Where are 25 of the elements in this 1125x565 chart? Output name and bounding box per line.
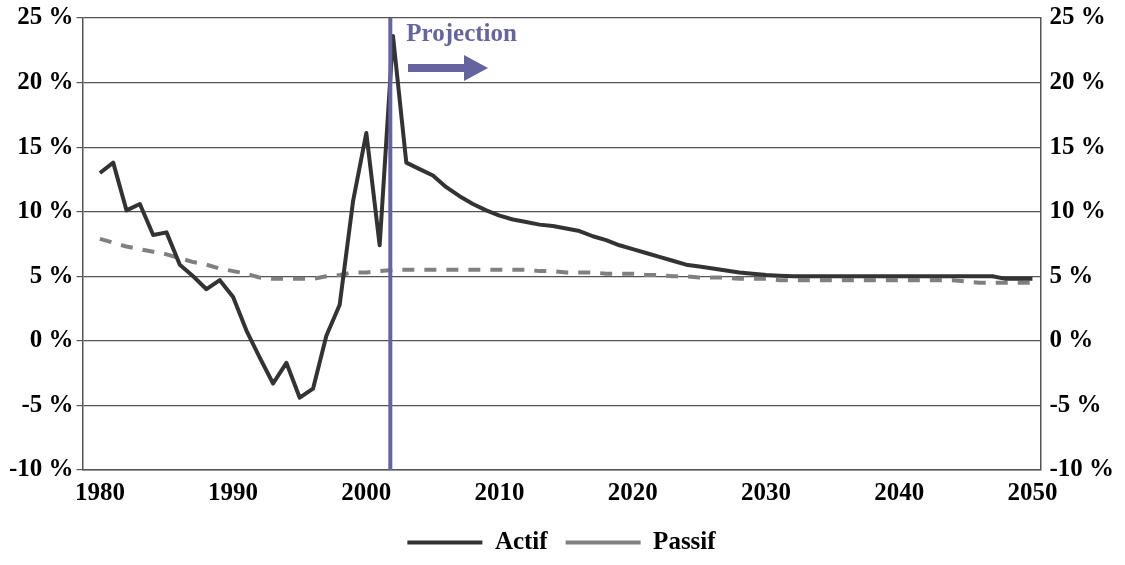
- y-tick-label: -10 %: [9, 454, 74, 482]
- y-tick-label: 0 %: [29, 325, 74, 353]
- y2-tick-label: 20 %: [1049, 67, 1106, 95]
- x-tick-label: 2010: [474, 478, 525, 506]
- y-tick-label: 15 %: [17, 131, 74, 159]
- legend-label: Actif: [494, 526, 549, 554]
- y-tick-label: 25 %: [17, 2, 74, 30]
- ref-line-label: Projection: [406, 18, 518, 46]
- y2-tick-label: -5 %: [1049, 389, 1102, 417]
- x-tick-label: 2030: [740, 478, 791, 506]
- y-tick-label: 10 %: [17, 196, 74, 224]
- x-tick-label: 2000: [341, 478, 392, 506]
- y2-tick-label: 0 %: [1049, 325, 1094, 353]
- y2-tick-label: 25 %: [1049, 2, 1106, 30]
- y2-tick-label: 5 %: [1049, 260, 1094, 288]
- y2-tick-label: 15 %: [1049, 131, 1106, 159]
- x-tick-label: 1990: [208, 478, 259, 506]
- y-tick-label: 20 %: [17, 67, 74, 95]
- x-tick-label: 2020: [607, 478, 658, 506]
- y-tick-label: -5 %: [21, 389, 74, 417]
- y-tick-label: 5 %: [29, 260, 74, 288]
- x-tick-label: 2040: [874, 478, 925, 506]
- x-tick-label: 1980: [74, 478, 125, 506]
- legend-label: Passif: [653, 526, 717, 554]
- y2-tick-label: 10 %: [1049, 196, 1106, 224]
